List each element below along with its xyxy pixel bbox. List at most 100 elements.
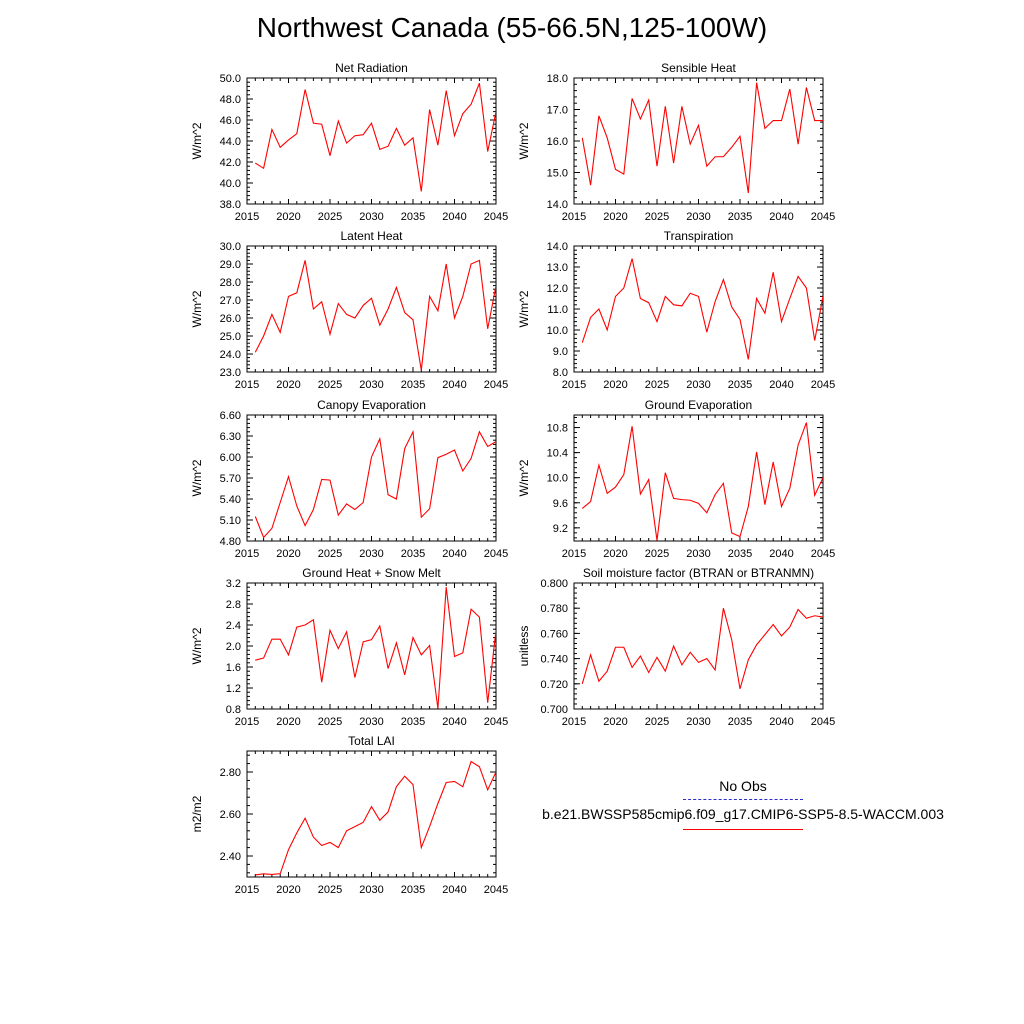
legend-obs-line [683,799,803,800]
series-line [254,429,496,539]
panel-title: Total LAI [348,734,395,748]
x-tick-label: 2040 [442,379,466,391]
x-tick-label: 2035 [728,548,752,560]
panel-ground-evaporation: Ground Evaporation W/m^2 2015 2020 2025 2030 2… [517,398,835,560]
y-tick-label: 2.60 [220,809,241,821]
panel-ground-heat-snow-melt: Ground Heat + Snow Melt W/m^2 2015 2020 2025… [190,566,508,728]
x-tick-label: 2015 [562,379,586,391]
plot-frame [246,414,497,542]
y-tick-label: 9.2 [553,523,568,535]
y-tick-label: 24.0 [220,349,241,361]
y-tick-label: 30.0 [220,241,241,253]
x-tick-label: 2030 [359,716,383,728]
y-tick-label: 26.0 [220,313,241,325]
y-tick-label: 44.0 [220,136,241,148]
x-tick-label: 2025 [318,884,342,896]
series-line [581,422,823,541]
panel-canopy-evaporation: Canopy Evaporation W/m^2 2015 2020 2025 2030 2… [190,398,508,560]
y-tick-label: 4.80 [220,536,241,548]
y-tick-label: 1.6 [226,662,241,674]
x-tick-label: 2035 [728,211,752,223]
x-tick-label: 2020 [276,379,300,391]
x-tick-label: 2015 [235,548,259,560]
y-tick-label: 23.0 [220,367,241,379]
x-tick-label: 2020 [603,211,627,223]
y-tick-label: 13.0 [547,262,568,274]
x-tick-label: 2035 [401,716,425,728]
y-tick-label: 25.0 [220,331,241,343]
y-tick-label: 14.0 [547,199,568,211]
x-tick-label: 2035 [401,548,425,560]
y-tick-label: 2.4 [226,620,241,632]
x-tick-label: 2030 [686,548,710,560]
y-tick-label: 28.0 [220,277,241,289]
x-tick-label: 2015 [235,379,259,391]
x-tick-label: 2020 [603,548,627,560]
y-axis-label: unitless [517,626,531,667]
y-axis-label: m2/m2 [190,795,204,832]
plot-frame [573,582,824,710]
x-tick-label: 2035 [401,884,425,896]
x-tick-label: 2045 [484,379,508,391]
panel-title: Sensible Heat [661,61,736,75]
y-tick-label: 5.70 [220,473,241,485]
y-tick-label: 27.0 [220,295,241,307]
legend-series-line [683,829,803,830]
y-tick-label: 17.0 [547,105,568,117]
x-tick-label: 2030 [359,884,383,896]
y-tick-label: 1.2 [226,683,241,695]
x-tick-label: 2045 [811,548,835,560]
x-tick-label: 2030 [686,716,710,728]
y-tick-label: 0.740 [540,654,568,666]
plot-frame [573,77,824,205]
y-tick-label: 9.0 [553,346,568,358]
y-tick-label: 42.0 [220,157,241,169]
legend-obs-label: No Obs [719,778,767,794]
x-tick-label: 2030 [686,379,710,391]
y-tick-label: 29.0 [220,259,241,271]
y-tick-label: 38.0 [220,199,241,211]
y-tick-label: 40.0 [220,178,241,190]
legend-series-label: b.e21.BWSSP585cmip6.f09_g17.CMIP6-SSP5-8… [542,806,944,822]
y-axis-label: W/m^2 [190,627,204,664]
panel-transpiration: Transpiration W/m^2 2015 2020 2025 2030 2035 20… [517,229,835,391]
plot-frame [246,750,497,878]
panel-soil-moisture-factor-btran-or-btranmn: Soil moisture factor (BTRAN or BTRANMN) u… [517,566,835,728]
y-tick-label: 3.2 [226,578,241,590]
y-tick-label: 10.4 [547,448,568,460]
y-tick-label: 0.8 [226,704,241,716]
panel-title: Canopy Evaporation [317,398,426,412]
panel-total-lai: Total LAI m2/m2 2015 2020 2025 2030 2035 2040 20… [190,734,508,896]
x-tick-label: 2040 [769,379,793,391]
x-tick-label: 2040 [769,548,793,560]
page-title: Northwest Canada (55-66.5N,125-100W) [256,12,768,43]
panel-title: Latent Heat [340,229,403,243]
x-tick-label: 2040 [769,211,793,223]
series-line [255,83,496,192]
x-tick-label: 2040 [442,211,466,223]
series-line [581,608,823,689]
x-tick-label: 2030 [359,548,383,560]
x-tick-label: 2020 [603,379,627,391]
y-tick-label: 5.10 [220,515,241,527]
y-tick-label: 11.0 [547,304,568,316]
panel-title: Soil moisture factor (BTRAN or BTRANMN) [583,566,814,580]
plot-frame [246,245,497,373]
y-tick-label: 2.8 [226,599,241,611]
x-tick-label: 2040 [442,884,466,896]
y-tick-label: 0.760 [540,628,568,640]
x-tick-label: 2015 [562,211,586,223]
x-tick-label: 2045 [811,211,835,223]
x-tick-label: 2025 [645,379,669,391]
panel-latent-heat: Latent Heat W/m^2 2015 2020 2025 2030 2035 2040… [190,229,508,391]
y-tick-label: 0.700 [540,704,568,716]
x-tick-label: 2025 [318,548,342,560]
y-tick-label: 2.0 [226,641,241,653]
x-tick-label: 2025 [318,716,342,728]
y-axis-label: W/m^2 [517,122,531,159]
y-tick-label: 9.6 [553,498,568,510]
x-tick-label: 2015 [562,716,586,728]
x-tick-label: 2020 [276,716,300,728]
panel-net-radiation: Net Radiation W/m^2 2015 2020 2025 2030 2035 20… [190,61,508,223]
